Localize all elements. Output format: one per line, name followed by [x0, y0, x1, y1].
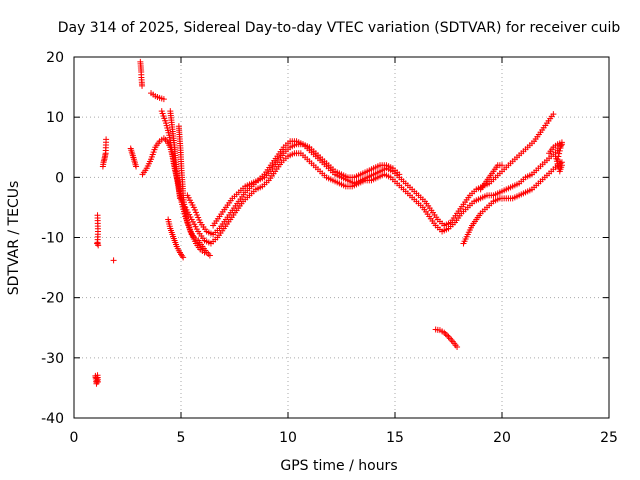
x-tick-label: 0	[70, 430, 79, 446]
grid	[74, 57, 609, 418]
data-point	[558, 139, 565, 146]
series-isolated-high	[137, 58, 146, 89]
series-isolated-late	[432, 326, 461, 351]
data-point	[191, 206, 198, 213]
axis-ticks	[73, 56, 610, 419]
data-point	[552, 153, 559, 160]
series-arc-upper	[148, 90, 167, 103]
series-curve-main-a	[184, 111, 557, 238]
y-axis-label: SDTVAR / TECUs	[6, 181, 22, 296]
data-point	[94, 240, 101, 247]
series-isolated-a	[94, 212, 102, 249]
data-point	[396, 171, 403, 178]
data-point	[160, 96, 167, 103]
data-point	[190, 204, 197, 211]
data-point	[133, 163, 140, 170]
series-curve-main-c	[210, 138, 403, 229]
y-tick-label: -40	[41, 411, 64, 427]
data-point	[103, 136, 110, 143]
y-tick-label: -10	[41, 231, 64, 247]
data-point	[556, 147, 563, 154]
data-point	[553, 155, 560, 162]
series-cluster-steep	[167, 108, 183, 202]
data-point	[558, 142, 565, 149]
data-point	[441, 329, 448, 336]
data-points	[92, 58, 565, 387]
data-point	[180, 254, 187, 261]
series-isolated-c	[110, 257, 117, 264]
y-tick-label: -20	[41, 291, 64, 307]
x-axis-label: GPS time / hours	[280, 458, 397, 474]
data-point	[555, 163, 562, 170]
y-tick-label: 10	[46, 110, 64, 126]
data-point	[196, 216, 203, 223]
y-tick-label: -30	[41, 351, 64, 367]
series-cluster-low-dip	[165, 216, 187, 261]
data-point	[556, 168, 563, 175]
chart-title: Day 314 of 2025, Sidereal Day-to-day VTE…	[58, 20, 621, 36]
x-tick-label: 25	[600, 430, 618, 446]
data-point	[550, 111, 557, 118]
series-cluster-steep-2	[175, 123, 189, 217]
data-point	[195, 214, 202, 221]
series-curve-lower-right	[460, 159, 565, 247]
x-tick-label: 20	[493, 430, 511, 446]
data-point	[553, 158, 560, 165]
series-curve-right-end	[546, 139, 565, 175]
y-tick-label: 20	[46, 50, 64, 66]
x-tick-label: 15	[386, 430, 404, 446]
series-curve-right-hook	[477, 162, 505, 193]
series-isolated-d	[127, 145, 140, 170]
data-point	[110, 257, 117, 264]
series-isolated-b	[99, 136, 110, 170]
data-point	[206, 252, 213, 259]
x-tick-label: 10	[279, 430, 297, 446]
data-point	[182, 210, 189, 217]
data-point	[554, 160, 561, 167]
data-point	[192, 209, 199, 216]
series-curve-main-b	[182, 141, 565, 247]
data-point	[556, 150, 563, 157]
data-point	[94, 378, 101, 385]
series-isolated-low	[92, 372, 101, 387]
data-point	[194, 211, 201, 218]
data-point	[442, 330, 449, 337]
data-point	[139, 82, 146, 89]
data-point	[201, 249, 208, 256]
data-point	[557, 145, 564, 152]
data-point	[176, 195, 183, 202]
y-tick-label: 0	[55, 170, 64, 186]
data-point	[454, 344, 461, 351]
data-point	[499, 162, 505, 169]
data-point	[556, 165, 563, 172]
data-point	[444, 332, 451, 339]
axis-tick-labels: 0 5 10 15 20 25 -40 -30 -20 -10 0 10 20	[41, 50, 618, 446]
x-tick-label: 5	[177, 430, 186, 446]
